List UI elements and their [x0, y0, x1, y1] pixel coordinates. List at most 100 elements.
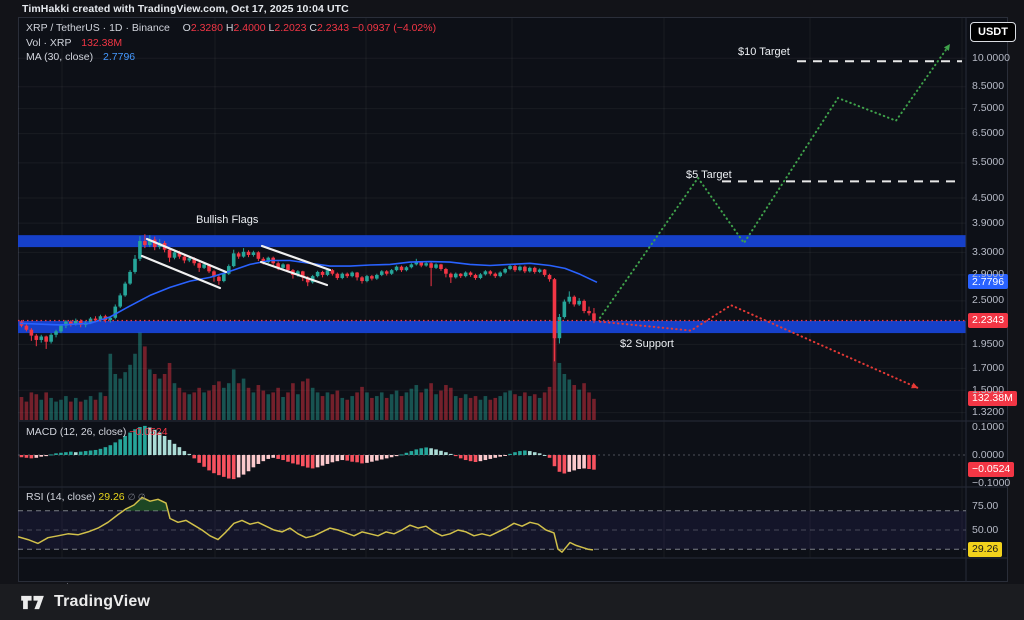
volume-bar: [542, 392, 547, 420]
candle-body: [251, 252, 256, 255]
bullish-projection-line: [599, 43, 951, 319]
flag-channel-line: [259, 260, 329, 287]
volume-bar: [518, 396, 522, 420]
volume-bar: [88, 396, 93, 420]
volume-bar: [587, 392, 591, 420]
candle-body: [350, 272, 354, 277]
volume-bar: [379, 392, 384, 420]
candle-body: [93, 318, 98, 321]
macd-histogram-bar: [256, 455, 261, 464]
target-5-label: $5 Target: [686, 169, 732, 181]
macd-histogram-bar: [133, 429, 137, 455]
candle-body: [592, 313, 596, 321]
candle-body: [414, 262, 419, 265]
macd-histogram-bar: [271, 455, 275, 458]
currency-toggle-button[interactable]: USDT: [970, 22, 1016, 42]
volume-bar: [503, 392, 507, 420]
volume-bar: [523, 392, 527, 420]
candle-body: [182, 256, 187, 261]
volume-bar: [404, 392, 409, 420]
macd-histogram-bar: [463, 455, 468, 461]
macd-histogram-bar: [167, 439, 172, 455]
candle-body: [498, 272, 502, 277]
resistance-zone: [18, 235, 966, 248]
volume-bar: [266, 394, 271, 420]
volume-bar: [429, 383, 433, 420]
volume-bar: [162, 374, 167, 420]
volume-bar: [93, 399, 98, 420]
candle-body: [123, 283, 127, 296]
macd-histogram-bar: [518, 451, 522, 455]
volume-bar: [54, 401, 58, 420]
candle-body: [133, 258, 137, 272]
volume-bar: [177, 387, 182, 420]
volume-bar: [375, 396, 379, 420]
macd-histogram-bar: [478, 455, 483, 462]
macd-histogram-bar: [414, 449, 419, 455]
macd-histogram-bar: [241, 455, 246, 475]
candle-body: [305, 277, 310, 283]
candle-body: [172, 252, 177, 258]
volume-bar: [217, 381, 221, 420]
macd-histogram-bar: [483, 455, 488, 461]
price-tick-label: 1.9500: [972, 337, 1005, 350]
macd-histogram-bar: [547, 455, 552, 458]
ma-30-line: [19, 259, 598, 326]
candle-body: [241, 251, 246, 257]
macd-histogram-bar: [19, 455, 24, 458]
candle-body: [453, 273, 458, 278]
macd-histogram-bar: [187, 453, 192, 455]
macd-histogram-bar: [370, 455, 374, 462]
candle-body: [389, 270, 394, 274]
price-axis[interactable]: 2.7796 2.2343 132.38M −0.0524 29.26 10.0…: [966, 18, 1017, 582]
candle-body: [118, 295, 122, 307]
candle-body: [419, 262, 424, 266]
chart-panel: [18, 17, 1008, 582]
volume-value: 132.38M: [81, 36, 123, 49]
macd-histogram-bar: [572, 455, 577, 471]
volume-bar: [256, 385, 261, 420]
macd-histogram-bar: [300, 455, 305, 467]
candle-body: [315, 271, 320, 277]
macd-histogram-bar: [34, 455, 39, 458]
macd-histogram-bar: [305, 455, 310, 468]
volume-bar: [73, 397, 78, 420]
ohlc-open: O2.3280: [182, 22, 223, 34]
ma-label: MA (30, close): [26, 51, 94, 63]
volume-bar: [483, 396, 488, 420]
rsi-line: [18, 496, 594, 553]
volume-bar: [370, 397, 374, 420]
volume-bar: [582, 383, 586, 420]
macd-histogram-bar: [157, 432, 162, 455]
macd-histogram-bar: [197, 455, 201, 463]
macd-histogram-bar: [577, 455, 581, 469]
chart-canvas[interactable]: [18, 18, 1008, 582]
volume-bar: [419, 392, 424, 420]
support-zone: [18, 320, 966, 334]
candle-body: [207, 264, 211, 272]
candle-body: [261, 258, 266, 263]
candle-body: [572, 296, 577, 305]
candle-body: [266, 257, 271, 263]
rsi-value: 29.26: [98, 491, 125, 503]
volume-bar: [325, 392, 330, 420]
macd-histogram-bar: [350, 455, 354, 462]
candle-body: [399, 266, 404, 271]
macd-tick-label: −0.1000: [972, 476, 1011, 489]
volume-bar: [59, 399, 63, 420]
rsi-smoothing-icons: ∅ ∅: [127, 492, 146, 502]
volume-bar: [572, 385, 577, 420]
candle-body: [54, 331, 58, 335]
volume-bar: [148, 369, 152, 420]
volume-bar: [296, 394, 300, 420]
volume-bar: [192, 392, 197, 420]
volume-bar: [473, 396, 478, 420]
volume-bar: [360, 386, 364, 420]
macd-histogram-bar: [375, 455, 379, 461]
macd-histogram-bar: [281, 455, 285, 461]
flag-channel-line: [140, 254, 222, 290]
macd-histogram-bar: [473, 455, 478, 462]
macd-histogram-bar: [103, 447, 108, 455]
macd-histogram-bar: [78, 451, 83, 455]
macd-histogram-bar: [399, 454, 404, 456]
